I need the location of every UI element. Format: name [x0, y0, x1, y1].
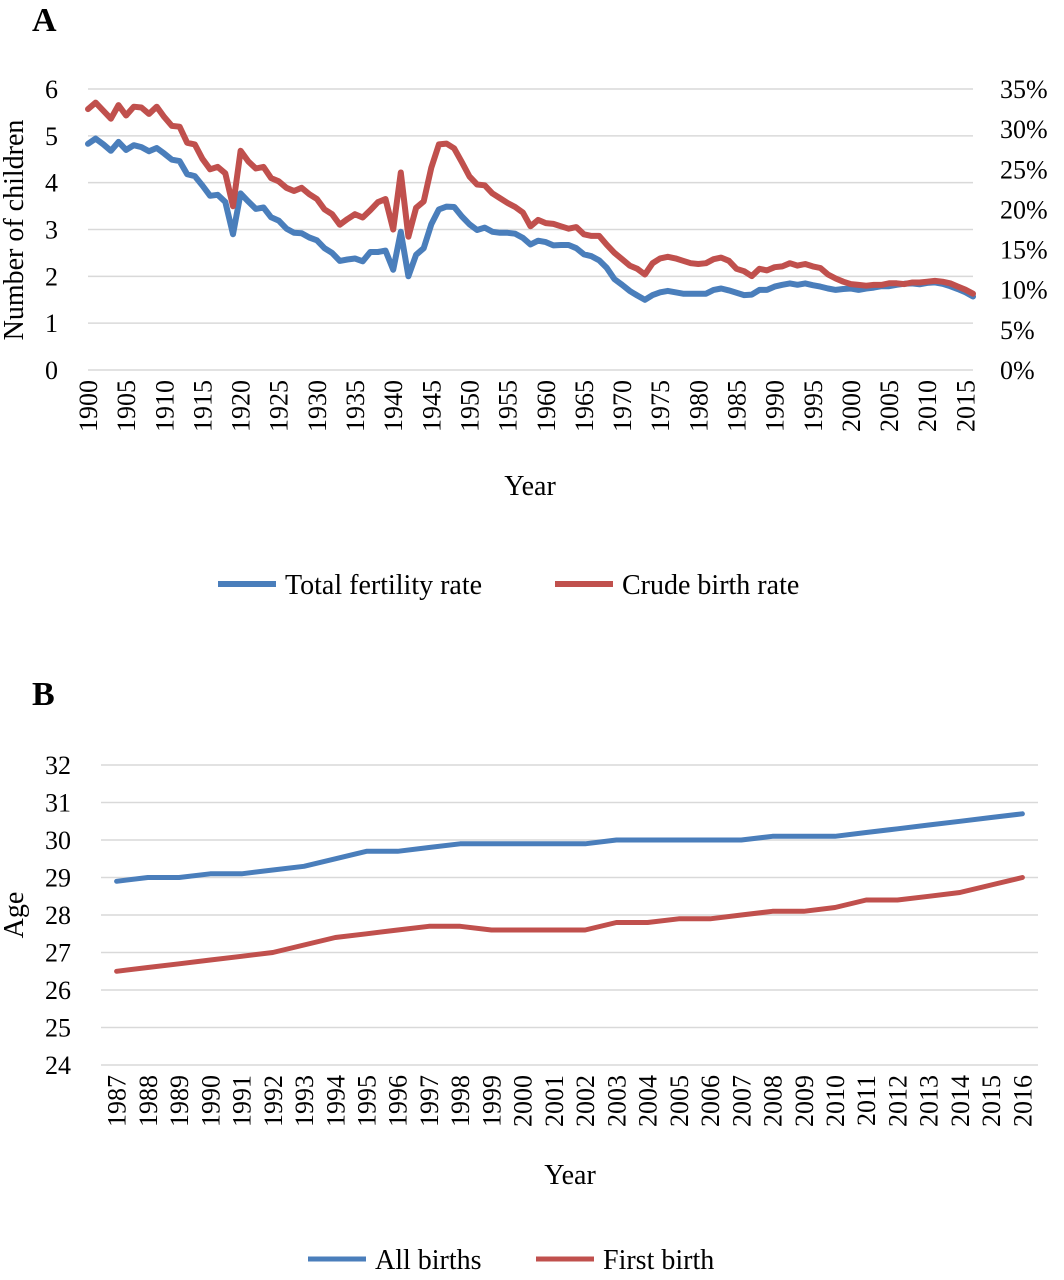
b-x-tick-label: 1993 [290, 1075, 319, 1127]
panel-a-label: A [32, 2, 57, 39]
a-x-tick-label: 1935 [341, 380, 370, 432]
a-legend-label-total-fertility-rate: Total fertility rate [285, 570, 482, 601]
a-y-tick-label: 1 [45, 309, 58, 338]
b-y-tick-label: 29 [45, 864, 71, 893]
a-x-tick-label: 1925 [265, 380, 294, 432]
a-y-tick-label: 3 [45, 216, 58, 245]
a-series-line-total-fertility-rate [85, 135, 976, 303]
a-x-tick-label: 1960 [532, 380, 561, 432]
b-x-tick-label: 2008 [759, 1075, 788, 1127]
b-x-tick-label: 2007 [727, 1075, 756, 1127]
b-x-tick-label: 1989 [165, 1075, 194, 1127]
b-x-tick-label: 1994 [321, 1075, 350, 1127]
b-y-tick-label: 24 [45, 1051, 71, 1080]
b-x-tick-label: 2004 [634, 1075, 663, 1127]
a-y2-tick-label: 25% [1000, 155, 1048, 184]
b-y-tick-label: 31 [45, 789, 71, 818]
b-legend-label-all-births: All births [375, 1245, 482, 1276]
a-x-tick-label: 1950 [455, 380, 484, 432]
b-x-tick-label: 1990 [196, 1075, 225, 1127]
a-y2-tick-label: 20% [1000, 195, 1048, 224]
a-x-tick-label: 1910 [150, 380, 179, 432]
b-x-tick-label: 2002 [571, 1075, 600, 1127]
a-x-tick-label: 1915 [188, 380, 217, 432]
a-y-tick-label: 2 [45, 262, 58, 291]
a-x-tick-label: 1940 [379, 380, 408, 432]
b-x-tick-label: 2010 [821, 1075, 850, 1127]
b-y-tick-label: 30 [45, 826, 71, 855]
b-y-tick-label: 28 [45, 901, 71, 930]
b-x-tick-label: 1996 [384, 1075, 413, 1127]
b-x-tick-label: 1999 [477, 1075, 506, 1127]
a-y2-tick-label: 35% [1000, 75, 1048, 104]
b-x-tick-label: 2005 [665, 1075, 694, 1127]
b-x-tick-label: 2016 [1008, 1075, 1037, 1127]
b-y-tick-label: 32 [45, 751, 71, 780]
a-x-tick-label: 1980 [684, 380, 713, 432]
a-x-tick-label: 1965 [570, 380, 599, 432]
b-x-tick-label: 2006 [696, 1075, 725, 1127]
a-y-tick-label: 4 [45, 169, 58, 198]
b-y-axis-label: Age [0, 892, 30, 939]
a-y2-tick-label: 15% [1000, 236, 1048, 265]
a-y-tick-label: 5 [45, 122, 58, 151]
b-x-axis-label: Year [544, 1160, 596, 1191]
b-x-tick-label: 2009 [790, 1075, 819, 1127]
a-x-tick-label: 1970 [608, 380, 637, 432]
b-x-tick-label: 2012 [883, 1075, 912, 1127]
b-series-line-all-births [114, 811, 1025, 884]
b-legend-label-first-birth: First birth [603, 1245, 714, 1276]
b-x-tick-label: 2003 [602, 1075, 631, 1127]
b-x-tick-label: 1997 [415, 1075, 444, 1127]
b-x-tick-label: 2011 [852, 1075, 881, 1126]
a-x-tick-label: 1905 [112, 380, 141, 432]
a-x-tick-label: 2005 [875, 380, 904, 432]
b-x-tick-label: 2015 [977, 1075, 1006, 1127]
a-y-tick-label: 0 [45, 356, 58, 385]
a-y-axis-label: Number of children [0, 120, 30, 341]
b-x-tick-label: 1995 [352, 1075, 381, 1127]
a-x-tick-label: 2000 [837, 380, 866, 432]
a-x-tick-label: 1955 [494, 380, 523, 432]
a-x-tick-label: 2010 [913, 380, 942, 432]
panel-b-label: B [32, 676, 55, 713]
a-y2-tick-label: 10% [1000, 276, 1048, 305]
a-x-tick-label: 1945 [417, 380, 446, 432]
a-x-tick-label: 1990 [761, 380, 790, 432]
a-y2-tick-label: 5% [1000, 316, 1035, 345]
a-x-tick-label: 1920 [227, 380, 256, 432]
b-x-tick-label: 1998 [446, 1075, 475, 1127]
a-x-tick-label: 1995 [799, 380, 828, 432]
a-y2-tick-label: 0% [1000, 356, 1035, 385]
a-y2-tick-label: 30% [1000, 115, 1048, 144]
a-x-tick-label: 1900 [74, 380, 103, 432]
a-x-axis-label: Year [504, 471, 556, 502]
b-x-tick-label: 2000 [509, 1075, 538, 1127]
b-x-tick-label: 2001 [540, 1075, 569, 1127]
b-series-line-first-birth [114, 875, 1025, 974]
a-series-line-crude-birth-rate [85, 99, 976, 297]
a-x-tick-label: 1930 [303, 380, 332, 432]
a-legend-label-crude-birth-rate: Crude birth rate [622, 570, 799, 601]
a-x-tick-label: 2015 [951, 380, 980, 432]
b-x-tick-label: 2013 [915, 1075, 944, 1127]
b-x-tick-label: 1987 [103, 1075, 132, 1127]
b-y-tick-label: 26 [45, 976, 71, 1005]
b-x-tick-label: 1992 [259, 1075, 288, 1127]
a-x-tick-label: 1975 [646, 380, 675, 432]
b-y-tick-label: 27 [45, 939, 71, 968]
b-x-tick-label: 1991 [228, 1075, 257, 1127]
b-x-tick-label: 1988 [134, 1075, 163, 1127]
a-y-tick-label: 6 [45, 75, 58, 104]
b-y-tick-label: 25 [45, 1014, 71, 1043]
a-x-tick-label: 1985 [722, 380, 751, 432]
b-x-tick-label: 2014 [946, 1075, 975, 1127]
